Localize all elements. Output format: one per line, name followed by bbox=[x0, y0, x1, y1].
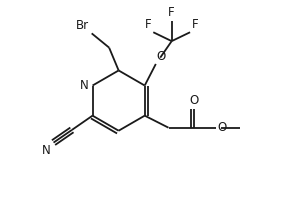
Text: F: F bbox=[192, 18, 198, 31]
Text: N: N bbox=[42, 144, 51, 157]
Text: O: O bbox=[157, 50, 166, 63]
Text: F: F bbox=[168, 6, 175, 19]
Text: F: F bbox=[145, 18, 152, 31]
Text: O: O bbox=[217, 121, 227, 134]
Text: Br: Br bbox=[76, 19, 90, 32]
Text: O: O bbox=[189, 94, 198, 107]
Text: N: N bbox=[80, 79, 88, 92]
